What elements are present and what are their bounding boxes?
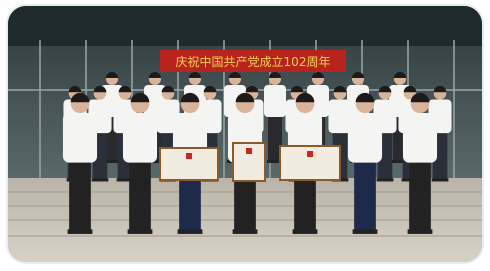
shirt [63, 113, 97, 163]
banner-text: 庆祝中国共产党成立102周年 [176, 54, 331, 69]
legs [354, 158, 376, 232]
plaque [160, 148, 218, 180]
shoes [377, 178, 394, 181]
shoes [432, 178, 449, 181]
shirt [348, 113, 382, 163]
shirt [123, 113, 157, 163]
photo-frame: 庆祝中国共产党成立102周年 [0, 0, 490, 271]
canopy [8, 6, 482, 46]
page: 庆祝中国共产党成立102周年 (() => { const data = JSO… [0, 0, 490, 271]
plaque-emblem [307, 151, 313, 157]
shoes [178, 229, 203, 234]
shirt [264, 85, 286, 117]
plaque-emblem [246, 148, 252, 154]
shoes [408, 229, 433, 234]
shoes [92, 178, 109, 181]
shoes [353, 229, 378, 234]
plaque-emblem [186, 153, 192, 159]
legs [129, 158, 151, 232]
legs [409, 158, 431, 232]
legs [69, 158, 91, 232]
shirt [403, 113, 437, 163]
photo: 庆祝中国共产党成立102周年 [8, 6, 482, 262]
shoes [293, 229, 318, 234]
shoes [128, 229, 153, 234]
shoes [233, 229, 258, 234]
shoes [68, 229, 93, 234]
